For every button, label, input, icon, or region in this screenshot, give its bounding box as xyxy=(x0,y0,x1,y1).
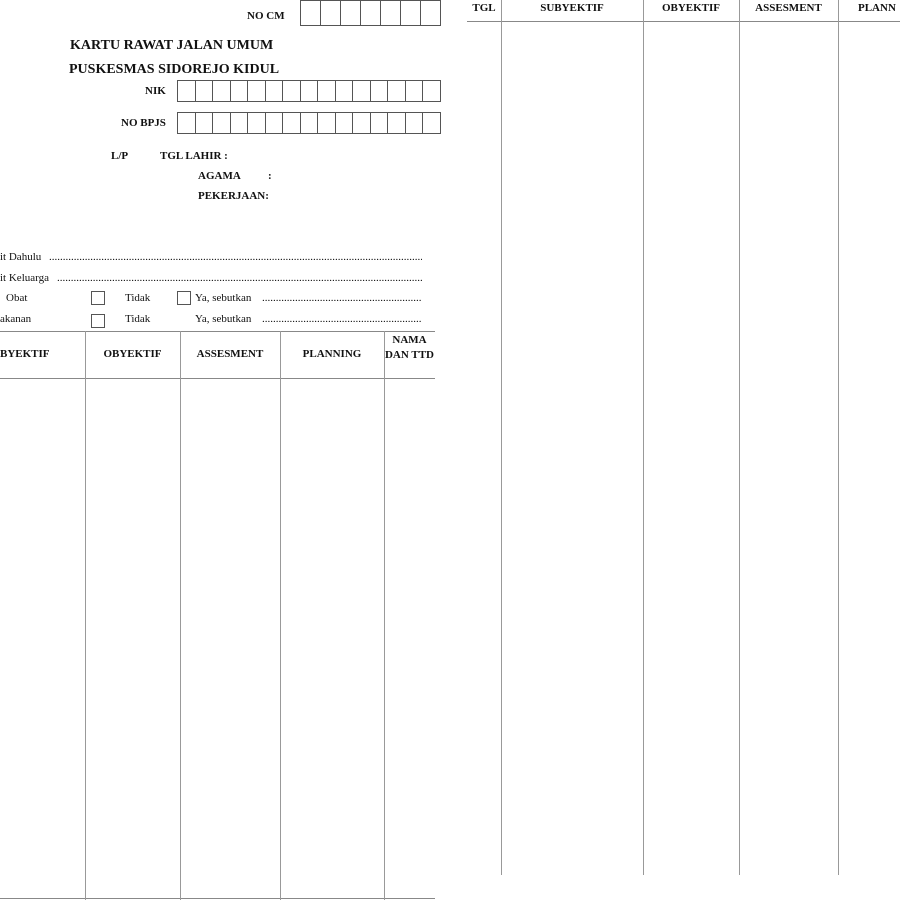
header-planning: PLANN xyxy=(858,2,896,14)
header-subyektif: SUBYEKTIF xyxy=(540,2,604,14)
col-divider xyxy=(501,0,502,875)
digit-box[interactable] xyxy=(421,1,441,25)
digit-box[interactable] xyxy=(423,113,441,133)
alergi-makanan-label: akanan xyxy=(0,313,32,325)
header-planning: PLANNING xyxy=(302,348,362,360)
digit-box[interactable] xyxy=(406,113,424,133)
digit-box[interactable] xyxy=(336,81,354,101)
table-header-border xyxy=(467,21,900,22)
bpjs-boxes[interactable] xyxy=(177,112,441,134)
table-top-border xyxy=(0,331,435,332)
riwayat-dahulu-label: it Dahulu xyxy=(0,251,42,263)
digit-box[interactable] xyxy=(213,81,231,101)
header-assesment: ASSESMENT xyxy=(196,348,264,360)
no-cm-boxes[interactable] xyxy=(300,0,441,26)
digit-box[interactable] xyxy=(401,1,421,25)
digit-box[interactable] xyxy=(283,113,301,133)
digit-box[interactable] xyxy=(301,113,319,133)
digit-box[interactable] xyxy=(178,113,196,133)
col-divider xyxy=(838,0,839,875)
digit-box[interactable] xyxy=(231,113,249,133)
digit-box[interactable] xyxy=(248,113,266,133)
agama-colon: : xyxy=(268,170,272,182)
digit-box[interactable] xyxy=(371,81,389,101)
table-header-border xyxy=(0,378,435,379)
makanan-ya-label: Ya, sebutkan xyxy=(195,313,252,325)
obat-ya-dots[interactable]: ........................................… xyxy=(262,292,422,304)
digit-box[interactable] xyxy=(353,113,371,133)
agama-label: AGAMA xyxy=(198,170,241,182)
digit-box[interactable] xyxy=(388,113,406,133)
digit-box[interactable] xyxy=(266,113,284,133)
digit-box[interactable] xyxy=(353,81,371,101)
makanan-tidak-label: Tidak xyxy=(125,313,151,325)
lp-label: L/P xyxy=(111,150,129,162)
alergi-obat-label: Obat xyxy=(6,292,28,304)
digit-box[interactable] xyxy=(371,113,389,133)
digit-box[interactable] xyxy=(178,81,196,101)
header-obyektif: OBYEKTIF xyxy=(661,2,721,14)
riwayat-keluarga-label: it Keluarga xyxy=(0,272,49,284)
card-title: KARTU RAWAT JALAN UMUM xyxy=(70,38,274,53)
table-bottom-border xyxy=(0,898,435,899)
digit-box[interactable] xyxy=(423,81,441,101)
digit-box[interactable] xyxy=(301,1,321,25)
obat-tidak-checkbox[interactable] xyxy=(91,291,105,305)
card-subtitle: PUSKESMAS SIDOREJO KIDUL xyxy=(69,62,280,77)
digit-box[interactable] xyxy=(196,81,214,101)
obat-ya-checkbox[interactable] xyxy=(177,291,191,305)
header-nama-ttd: NAMA DAN TTD xyxy=(384,334,434,361)
digit-box[interactable] xyxy=(388,81,406,101)
digit-box[interactable] xyxy=(361,1,381,25)
no-cm-label: NO CM xyxy=(247,10,285,22)
makanan-tidak-checkbox[interactable] xyxy=(91,314,105,328)
digit-box[interactable] xyxy=(213,113,231,133)
riwayat-keluarga-dots[interactable]: ........................................… xyxy=(57,272,422,284)
obat-tidak-label: Tidak xyxy=(125,292,151,304)
digit-box[interactable] xyxy=(406,81,424,101)
digit-box[interactable] xyxy=(318,81,336,101)
digit-box[interactable] xyxy=(248,81,266,101)
makanan-ya-dots[interactable]: ........................................… xyxy=(262,313,422,325)
digit-box[interactable] xyxy=(341,1,361,25)
digit-box[interactable] xyxy=(318,113,336,133)
nik-boxes[interactable] xyxy=(177,80,441,102)
col-divider xyxy=(739,0,740,875)
digit-box[interactable] xyxy=(336,113,354,133)
digit-box[interactable] xyxy=(266,81,284,101)
riwayat-dahulu-dots[interactable]: ........................................… xyxy=(49,251,422,263)
header-obyektif: OBYEKTIF xyxy=(103,348,162,360)
digit-box[interactable] xyxy=(231,81,249,101)
digit-box[interactable] xyxy=(321,1,341,25)
obat-ya-label: Ya, sebutkan xyxy=(195,292,252,304)
col-divider xyxy=(280,331,281,900)
digit-box[interactable] xyxy=(301,81,319,101)
bpjs-label: NO BPJS xyxy=(121,117,166,129)
tgl-lahir-label: TGL LAHIR : xyxy=(160,150,228,162)
digit-box[interactable] xyxy=(381,1,401,25)
nik-label: NIK xyxy=(145,85,166,97)
header-subyektif: BYEKTIF xyxy=(0,348,50,360)
col-divider xyxy=(85,331,86,900)
col-divider xyxy=(384,331,385,900)
header-tgl: TGL xyxy=(472,2,496,14)
pekerjaan-label: PEKERJAAN: xyxy=(198,190,269,202)
digit-box[interactable] xyxy=(196,113,214,133)
col-divider xyxy=(180,331,181,900)
digit-box[interactable] xyxy=(283,81,301,101)
header-assesment: ASSESMENT xyxy=(755,2,822,14)
col-divider xyxy=(643,0,644,875)
